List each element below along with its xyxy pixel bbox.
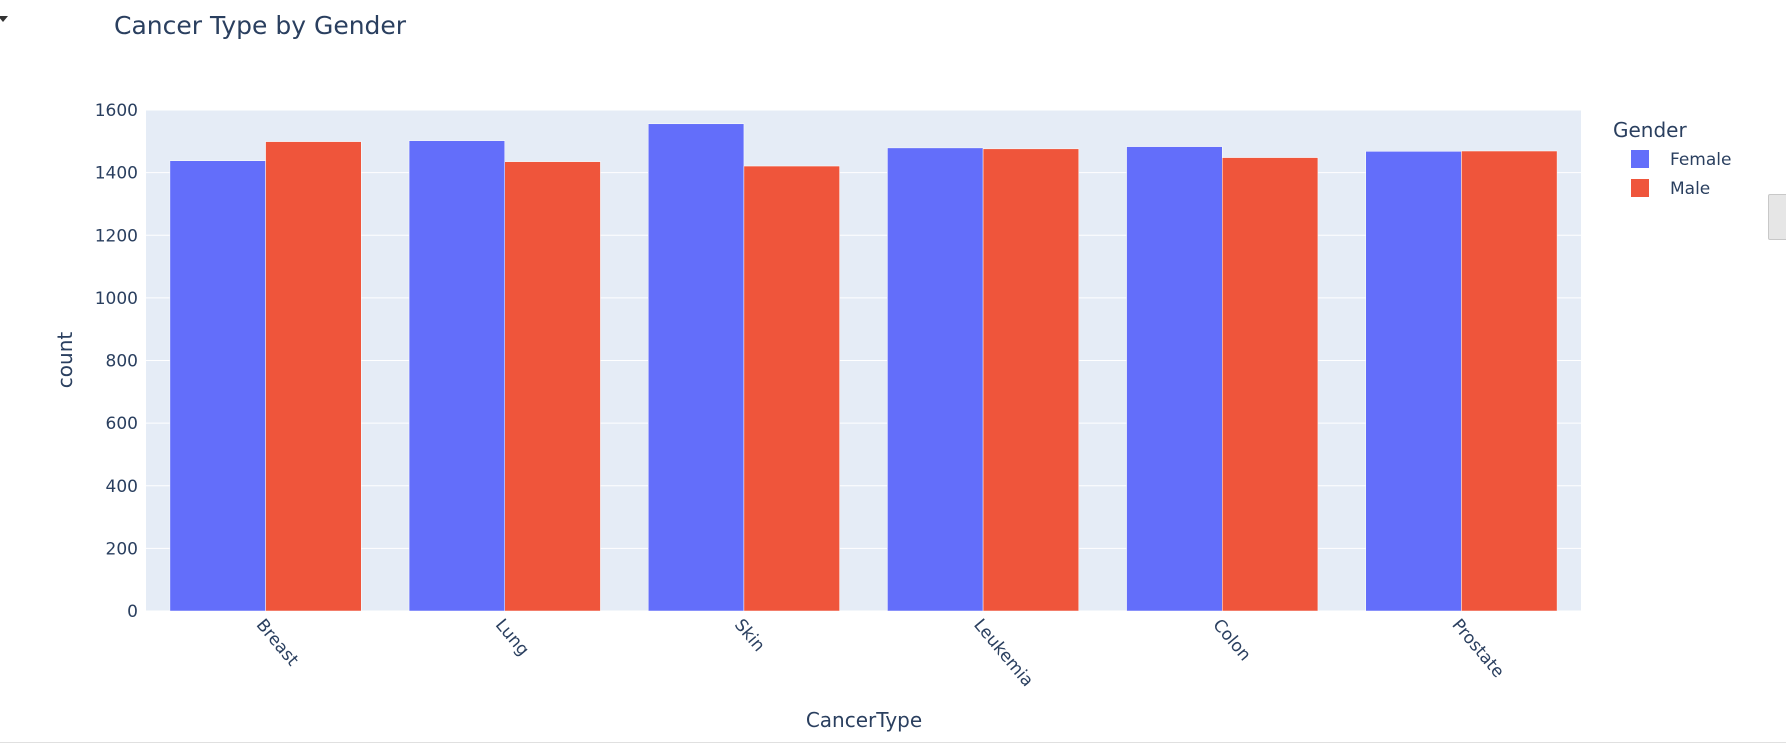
y-tick-label: 1600 — [95, 101, 138, 121]
x-axis-ticks: Breast Lung Skin Leukemia Colon Prostate — [252, 615, 1508, 691]
y-tick-label: 1000 — [95, 289, 138, 309]
gridlines — [146, 109, 1581, 612]
collapse-caret-icon[interactable] — [0, 16, 8, 22]
y-tick-label: 1400 — [95, 164, 138, 184]
bar-male-leukemia[interactable] — [982, 148, 1079, 612]
y-tick-label: 800 — [106, 352, 138, 372]
x-tick-label: Breast — [252, 615, 303, 670]
bar-male-prostate[interactable] — [1461, 150, 1558, 612]
y-tick-label: 400 — [106, 477, 138, 497]
y-tick-label: 0 — [127, 602, 138, 622]
y-tick-label: 200 — [106, 539, 138, 559]
bar-female-skin[interactable] — [648, 123, 745, 612]
bar-male-colon[interactable] — [1222, 157, 1319, 612]
y-tick-label: 1200 — [95, 226, 138, 246]
legend-title: Gender — [1613, 118, 1687, 142]
x-tick-label: Skin — [730, 615, 769, 656]
bar-female-colon[interactable] — [1126, 146, 1223, 612]
bar-female-leukemia[interactable] — [887, 147, 984, 612]
bar-male-lung[interactable] — [504, 161, 601, 612]
legend-swatch-male[interactable] — [1631, 179, 1649, 197]
y-axis-ticks: 0 200 400 600 800 1000 1200 1400 1600 — [95, 101, 138, 622]
chart-title: Cancer Type by Gender — [114, 11, 407, 40]
bars — [169, 123, 1558, 612]
legend-label-male[interactable]: Male — [1670, 179, 1710, 199]
scrollbar-handle[interactable] — [1768, 194, 1786, 240]
bar-male-skin[interactable] — [743, 165, 840, 612]
legend-swatch-female[interactable] — [1631, 150, 1649, 168]
legend-label-female[interactable]: Female — [1670, 150, 1731, 170]
x-tick-label: Colon — [1208, 615, 1254, 665]
bar-female-breast[interactable] — [169, 160, 266, 612]
bar-female-prostate[interactable] — [1365, 151, 1462, 612]
x-tick-label: Prostate — [1448, 615, 1508, 682]
x-axis-label: CancerType — [806, 708, 922, 732]
bottom-divider — [0, 742, 1786, 743]
legend: Gender Female Male — [1613, 118, 1731, 199]
x-tick-label: Leukemia — [969, 615, 1037, 691]
y-axis-label: count — [53, 332, 77, 389]
bar-male-breast[interactable] — [265, 141, 362, 612]
x-tick-label: Lung — [491, 615, 533, 660]
bar-female-lung[interactable] — [408, 140, 506, 612]
y-tick-label: 600 — [106, 414, 138, 434]
